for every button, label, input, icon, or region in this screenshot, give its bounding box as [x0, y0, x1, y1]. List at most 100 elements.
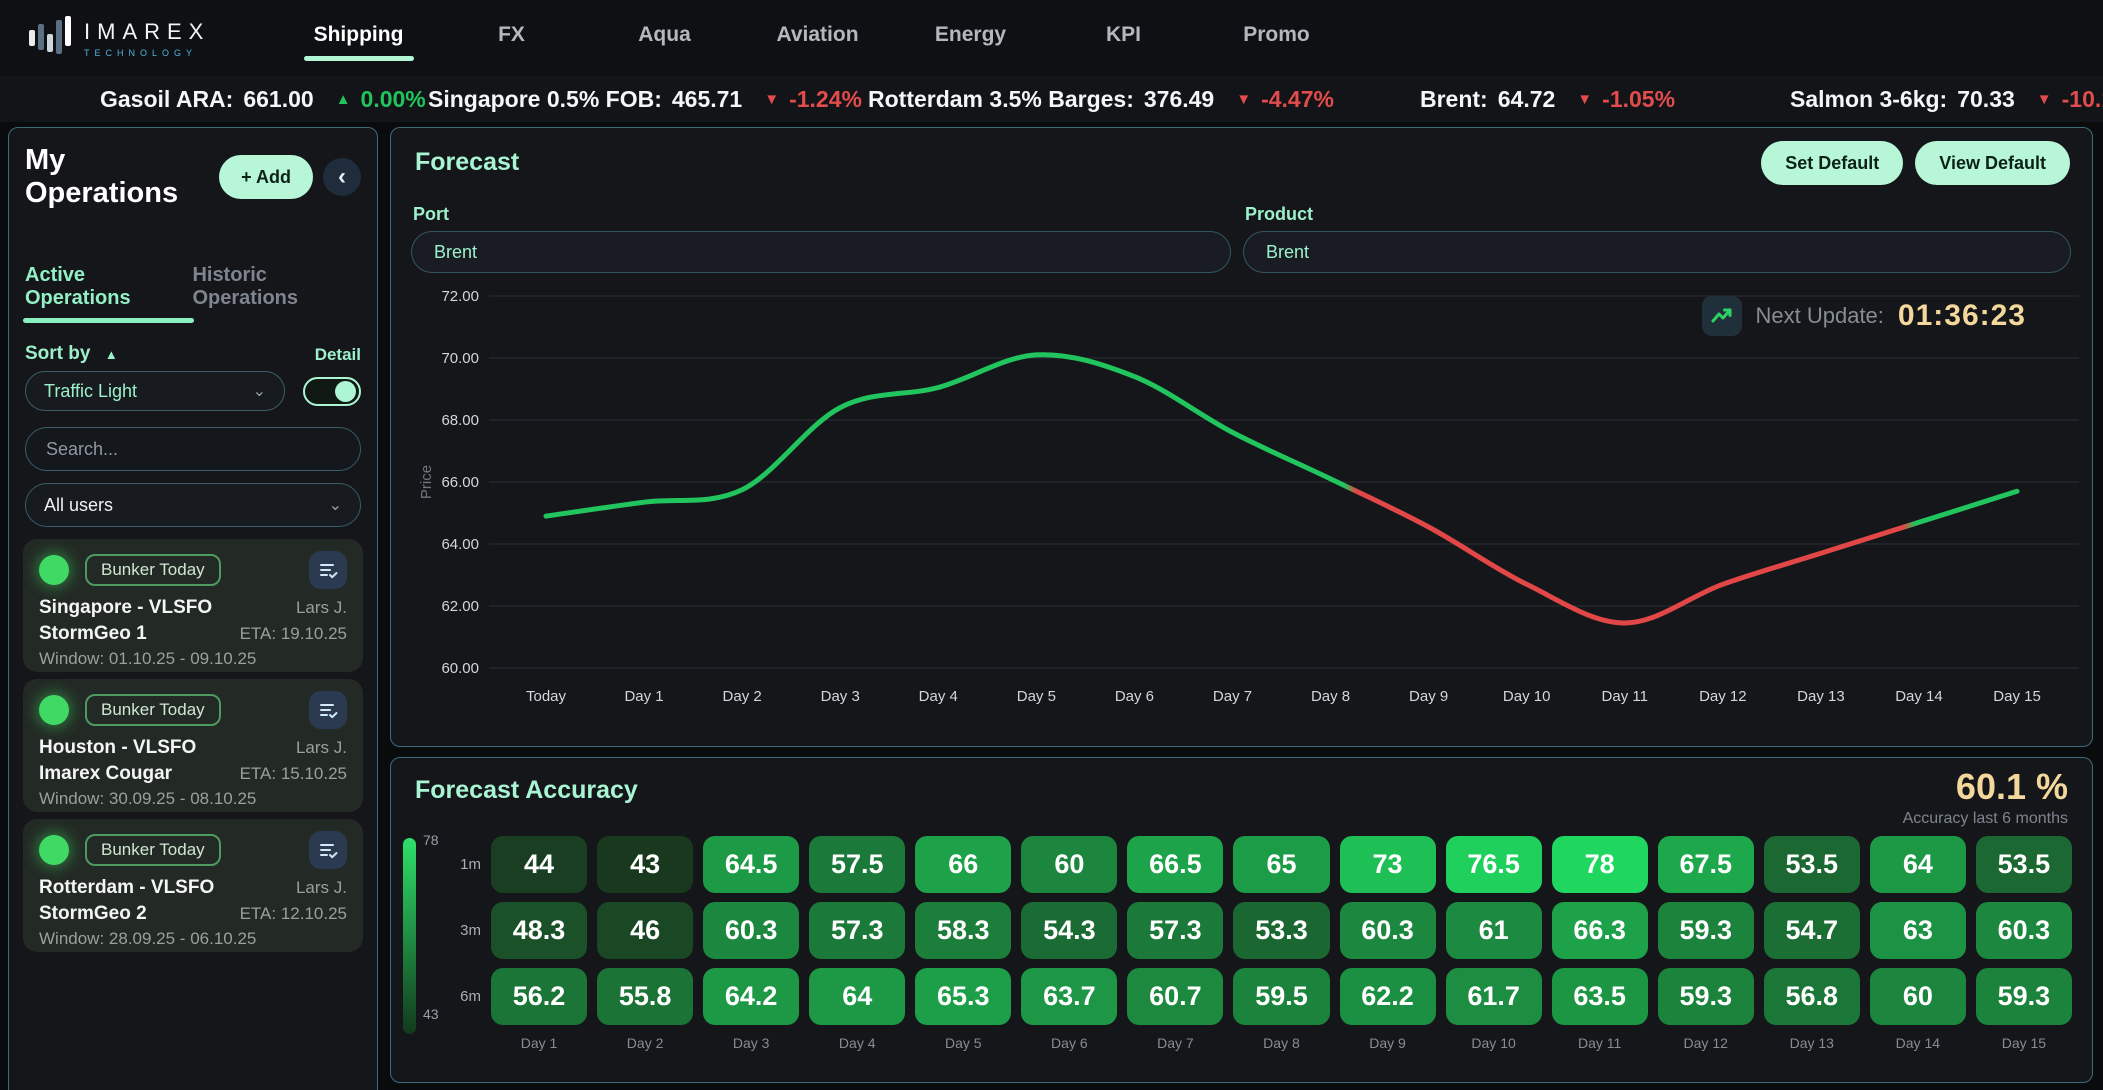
heatmap-cell[interactable]: 57.3	[809, 902, 906, 959]
detail-toggle[interactable]	[303, 376, 361, 406]
heatmap-cell[interactable]: 48.3	[491, 902, 588, 959]
search-input[interactable]	[25, 427, 361, 471]
heatmap-cell[interactable]: 66	[915, 836, 1012, 893]
heatmap-cell[interactable]: 55.8	[597, 968, 694, 1025]
arrow-down-icon: ▼	[1577, 90, 1593, 108]
set-default-button[interactable]: Set Default	[1761, 141, 1904, 185]
nav-tab-kpi[interactable]: KPI	[1105, 23, 1141, 46]
svg-text:70.00: 70.00	[441, 350, 479, 367]
port-input[interactable]	[411, 231, 1231, 273]
heatmap-cell[interactable]: 64	[1869, 836, 1966, 893]
card-actions-icon[interactable]	[309, 691, 347, 729]
heatmap-cell[interactable]: 64.5	[703, 836, 800, 893]
heatmap-cell[interactable]: 62.2	[1339, 968, 1436, 1025]
user-filter-select[interactable]: All users ⌄	[25, 483, 361, 527]
heatmap-cell[interactable]: 63.5	[1551, 968, 1648, 1025]
heatmap-cell[interactable]: 65.3	[915, 968, 1012, 1025]
card-window: Window: 30.09.25 - 08.10.25	[39, 789, 257, 808]
heatmap-cell[interactable]: 46	[597, 902, 694, 959]
heatmap-column-label: Day 15	[2001, 1035, 2047, 1051]
forecast-panel: Forecast Set Default View Default Port P…	[390, 127, 2093, 747]
heatmap-cell[interactable]: 59.3	[1975, 968, 2072, 1025]
heatmap-cell[interactable]: 57.3	[1127, 902, 1224, 959]
add-operation-button[interactable]: + Add	[219, 155, 313, 199]
heatmap-cell[interactable]: 63.7	[1021, 968, 1118, 1025]
heatmap-cell[interactable]: 60.3	[1339, 902, 1436, 959]
card-window: Window: 01.10.25 - 09.10.25	[39, 649, 257, 668]
heatmap-cell[interactable]: 53.3	[1233, 902, 1330, 959]
product-input[interactable]	[1243, 231, 2071, 273]
heatmap-cell[interactable]: 73	[1339, 836, 1436, 893]
nav-tab-shipping[interactable]: Shipping	[282, 13, 435, 63]
nav-tab-aqua[interactable]: Aqua	[638, 23, 691, 46]
heatmap-cell[interactable]: 58.3	[915, 902, 1012, 959]
heatmap-cell[interactable]: 59.5	[1233, 968, 1330, 1025]
sort-direction-icon[interactable]: ▲	[104, 347, 118, 362]
nav-tab-promo[interactable]: Promo	[1243, 23, 1310, 46]
heatmap-cell[interactable]: 54.3	[1021, 902, 1118, 959]
heatmap-cell[interactable]: 61	[1445, 902, 1542, 959]
heatmap-cell[interactable]: 44	[491, 836, 588, 893]
heatmap-cell[interactable]: 67.5	[1657, 836, 1754, 893]
heatmap-cell[interactable]: 65	[1233, 836, 1330, 893]
heatmap-cell[interactable]: 64	[809, 968, 906, 1025]
heatmap-cell[interactable]: 60.3	[1975, 902, 2072, 959]
card-window-row: Window: 28.09.25 - 06.10.25	[39, 929, 347, 949]
heatmap-cell[interactable]: 76.5	[1445, 836, 1542, 893]
card-route-row: Rotterdam - VLSFO Lars J.	[39, 877, 347, 899]
operation-card[interactable]: Bunker Today Houston - VLSFO Lars J. Imarex…	[23, 679, 363, 812]
collapse-sidebar-button[interactable]: ‹	[323, 158, 361, 196]
card-actions-icon[interactable]	[309, 831, 347, 869]
arrow-up-icon: ▲	[335, 90, 351, 108]
heatmap-cell[interactable]: 78	[1551, 836, 1648, 893]
operation-card[interactable]: Bunker Today Rotterdam - VLSFO Lars J. Stor…	[23, 819, 363, 952]
accuracy-color-legend	[403, 838, 416, 1034]
heatmap-cell[interactable]: 64.2	[703, 968, 800, 1025]
heatmap-cell[interactable]: 53.5	[1975, 836, 2072, 893]
card-window: Window: 28.09.25 - 06.10.25	[39, 929, 257, 948]
heatmap-cell[interactable]: 59.3	[1657, 902, 1754, 959]
card-actions-icon[interactable]	[309, 551, 347, 589]
heatmap-cell[interactable]: 60	[1021, 836, 1118, 893]
ticker-value: 465.71	[671, 85, 743, 112]
svg-text:Day 12: Day 12	[1699, 688, 1747, 705]
nav-tab-aviation[interactable]: Aviation	[776, 23, 859, 46]
heatmap-cell[interactable]: 66.5	[1127, 836, 1224, 893]
heatmap-cell[interactable]: 61.7	[1445, 968, 1542, 1025]
heatmap-cell[interactable]: 54.7	[1763, 902, 1860, 959]
heatmap-cell[interactable]: 56.8	[1763, 968, 1860, 1025]
sort-row: Sort by ▲ Detail	[25, 343, 361, 365]
accuracy-value: 60.1 %	[1955, 766, 2068, 807]
status-badge: Bunker Today	[85, 834, 221, 866]
ticker-item: Gasoil ARA: 661.00 ▲ 0.00%	[100, 76, 426, 122]
heatmap-cell[interactable]: 59.3	[1657, 968, 1754, 1025]
heatmap-cell[interactable]: 60.7	[1127, 968, 1224, 1025]
sort-select-value: Traffic Light	[44, 380, 138, 401]
imarex-logo-icon	[29, 16, 71, 54]
heatmap-cell[interactable]: 57.5	[809, 836, 906, 893]
heatmap-cell[interactable]: 63	[1869, 902, 1966, 959]
card-vessel-row: StormGeo 1 ETA: 19.10.25	[39, 623, 347, 645]
nav-tab-energy[interactable]: Energy	[934, 23, 1007, 46]
heatmap-cell[interactable]: 53.5	[1763, 836, 1860, 893]
card-top-row: Bunker Today	[39, 691, 347, 729]
svg-text:Day 1: Day 1	[624, 688, 663, 705]
ticker-change: -1.24%	[789, 85, 862, 112]
heatmap-cell[interactable]: 66.3	[1551, 902, 1648, 959]
chevron-down-icon: ⌄	[252, 383, 266, 400]
view-default-button[interactable]: View Default	[1915, 141, 2070, 185]
svg-text:Day 14: Day 14	[1895, 688, 1943, 705]
heatmap-cell[interactable]: 60	[1869, 968, 1966, 1025]
heatmap-cell[interactable]: 43	[597, 836, 694, 893]
sort-select[interactable]: Traffic Light ⌄	[25, 371, 285, 411]
nav-tab-fx[interactable]: FX	[498, 23, 525, 46]
heatmap-cell[interactable]: 60.3	[703, 902, 800, 959]
sidebar-tab-active-operations[interactable]: Active Operations	[22, 264, 195, 323]
heatmap-column-label: Day 14	[1895, 1035, 1941, 1051]
heatmap-cell[interactable]: 56.2	[491, 968, 588, 1025]
operation-card[interactable]: Bunker Today Singapore - VLSFO Lars J. Stor…	[23, 539, 363, 672]
sidebar-tab-historic-operations[interactable]: Historic Operations	[192, 264, 299, 309]
imarex-logo[interactable]: IMAREX TECHNOLOGY	[26, 15, 246, 61]
svg-text:Day 8: Day 8	[1311, 688, 1350, 705]
heatmap-column-label: Day 2	[626, 1035, 664, 1051]
